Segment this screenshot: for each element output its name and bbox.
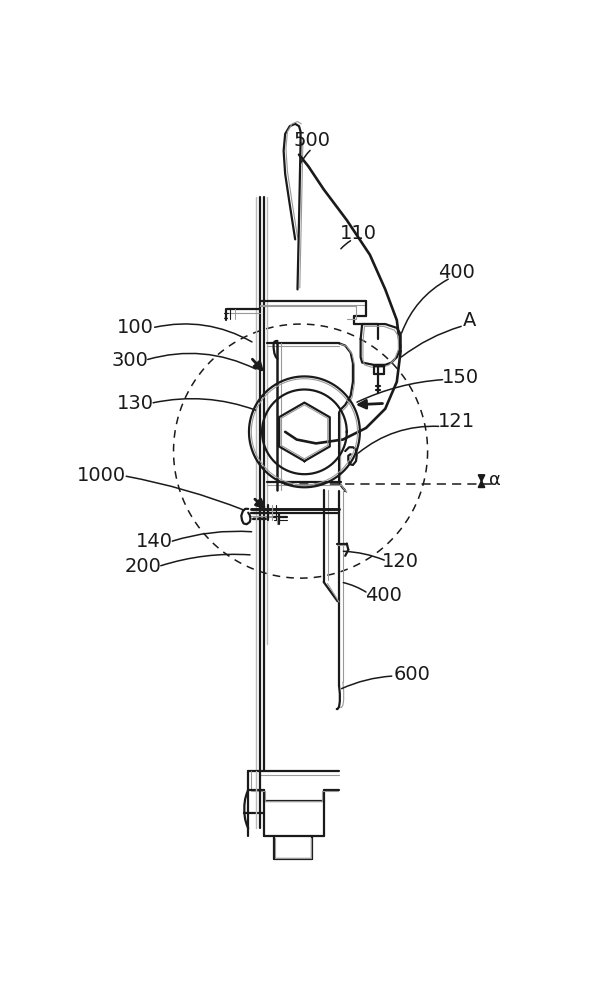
Text: 140: 140 (136, 532, 173, 551)
Text: 120: 120 (382, 552, 419, 571)
Text: 100: 100 (116, 318, 153, 337)
Text: A: A (463, 311, 477, 330)
Text: α: α (488, 471, 501, 489)
Text: 400: 400 (365, 586, 402, 605)
Text: 500: 500 (294, 131, 331, 150)
Text: 121: 121 (438, 412, 476, 431)
Text: 1000: 1000 (78, 466, 127, 485)
Text: 300: 300 (111, 351, 148, 370)
Text: 150: 150 (442, 368, 479, 387)
Text: 600: 600 (394, 665, 431, 684)
Text: 130: 130 (116, 394, 153, 413)
Text: 200: 200 (124, 557, 161, 576)
Text: 110: 110 (340, 224, 377, 243)
Text: 400: 400 (438, 263, 474, 282)
